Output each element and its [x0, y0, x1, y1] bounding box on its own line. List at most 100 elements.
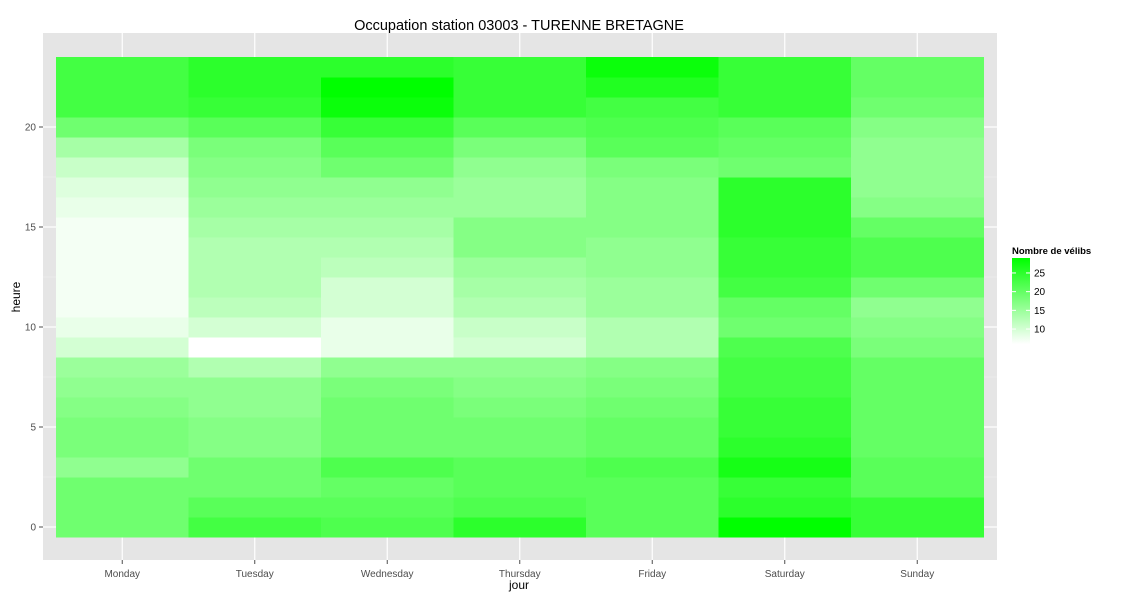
heatmap-tile — [321, 217, 454, 238]
heatmap-tile — [851, 117, 984, 138]
heatmap-tile — [453, 57, 587, 78]
heatmap-tile — [188, 57, 322, 78]
heatmap-tile — [718, 437, 852, 458]
heatmap-tile — [586, 157, 719, 178]
heatmap-tile — [321, 357, 454, 378]
heatmap-tile — [586, 337, 719, 358]
heatmap-tile — [453, 417, 587, 438]
heatmap-tile — [586, 77, 719, 98]
x-axis: Monday Tuesday Wednesday Thursday Friday Satu… — [104, 560, 934, 580]
heatmap-tile — [453, 197, 587, 218]
heatmap-tile — [453, 517, 587, 538]
heatmap-tile — [851, 177, 984, 198]
heatmap-tile — [586, 397, 719, 418]
heatmap-tile — [56, 437, 189, 458]
heatmap-tile — [188, 477, 322, 498]
heatmap-tile — [718, 317, 852, 338]
heatmap-tile — [586, 277, 719, 298]
y-tick-label: 5 — [30, 423, 36, 434]
heatmap-tile — [321, 397, 454, 418]
heatmap-tile — [188, 417, 322, 438]
heatmap-tile — [851, 237, 984, 258]
heatmap-tile — [188, 177, 322, 198]
heatmap-tile — [851, 437, 984, 458]
heatmap-tile — [586, 357, 719, 378]
heatmap-tile — [56, 337, 189, 358]
heatmap-tile — [586, 417, 719, 438]
heatmap-tile — [851, 57, 984, 78]
heatmap-tile — [718, 117, 852, 138]
heatmap-tile — [321, 377, 454, 398]
y-tick-label: 15 — [25, 223, 37, 234]
heatmap-tile — [851, 417, 984, 438]
heatmap-tile — [851, 377, 984, 398]
heatmap-tile — [718, 337, 852, 358]
heatmap-tile — [586, 217, 719, 238]
legend-title: Nombre de vélibs — [1012, 246, 1091, 257]
heatmap-tile — [718, 297, 852, 318]
heatmap-tile — [718, 257, 852, 278]
heatmap-tile — [321, 97, 454, 118]
x-tick-label: Friday — [638, 569, 666, 580]
heatmap-tile — [453, 457, 587, 478]
heatmap-tile — [453, 297, 587, 318]
heatmap-tile — [188, 77, 322, 98]
heatmap-tile — [851, 77, 984, 98]
x-tick-label: Thursday — [499, 569, 541, 580]
heatmap-tile — [321, 497, 454, 518]
color-legend: Nombre de vélibs 10 15 20 25 — [1012, 246, 1091, 344]
heatmap-tile — [718, 197, 852, 218]
heatmap-tile — [851, 157, 984, 178]
heatmap-tile — [188, 377, 322, 398]
heatmap-tile — [56, 57, 189, 78]
x-tick-label: Saturday — [765, 569, 805, 580]
y-tick-label: 0 — [30, 523, 36, 534]
heatmap-tile — [321, 157, 454, 178]
heatmap-tile — [851, 137, 984, 158]
heatmap-tile — [56, 217, 189, 238]
heatmap-tile — [321, 477, 454, 498]
heatmap-tile — [586, 257, 719, 278]
heatmap-tile — [718, 157, 852, 178]
heatmap-tile — [56, 117, 189, 138]
heatmap-tile — [453, 497, 587, 518]
heatmap-tile — [56, 397, 189, 418]
heatmap-tile — [453, 337, 587, 358]
heatmap-tile — [188, 237, 322, 258]
heatmap-tile — [453, 217, 587, 238]
heatmap-tile — [851, 357, 984, 378]
heatmap-tile — [453, 117, 587, 138]
y-tick-label: 20 — [25, 123, 37, 134]
heatmap-tile — [851, 497, 984, 518]
heatmap-tile — [453, 137, 587, 158]
heatmap-tile — [718, 137, 852, 158]
heatmap-tile — [56, 377, 189, 398]
heatmap-tile — [56, 237, 189, 258]
heatmap-tile — [188, 217, 322, 238]
heatmap-tile — [56, 177, 189, 198]
heatmap-tile — [56, 517, 189, 538]
heatmap-tile — [851, 197, 984, 218]
heatmap-tile — [851, 457, 984, 478]
x-tick-label: Wednesday — [361, 569, 414, 580]
y-axis-title: heure — [9, 281, 23, 312]
heatmap-tiles — [56, 57, 984, 538]
heatmap-tile — [453, 237, 587, 258]
heatmap-tile — [56, 457, 189, 478]
heatmap-tile — [321, 337, 454, 358]
heatmap-tile — [321, 457, 454, 478]
heatmap-tile — [188, 197, 322, 218]
heatmap-tile — [718, 177, 852, 198]
heatmap-tile — [188, 517, 322, 538]
heatmap-tile — [586, 377, 719, 398]
heatmap-tile — [851, 397, 984, 418]
x-tick-label: Tuesday — [236, 569, 274, 580]
heatmap-tile — [718, 277, 852, 298]
heatmap-tile — [851, 477, 984, 498]
heatmap-tile — [718, 237, 852, 258]
heatmap-tile — [586, 177, 719, 198]
legend-ticks: 10 15 20 25 — [1012, 268, 1046, 336]
heatmap-tile — [321, 237, 454, 258]
heatmap-tile — [586, 497, 719, 518]
heatmap-tile — [851, 317, 984, 338]
